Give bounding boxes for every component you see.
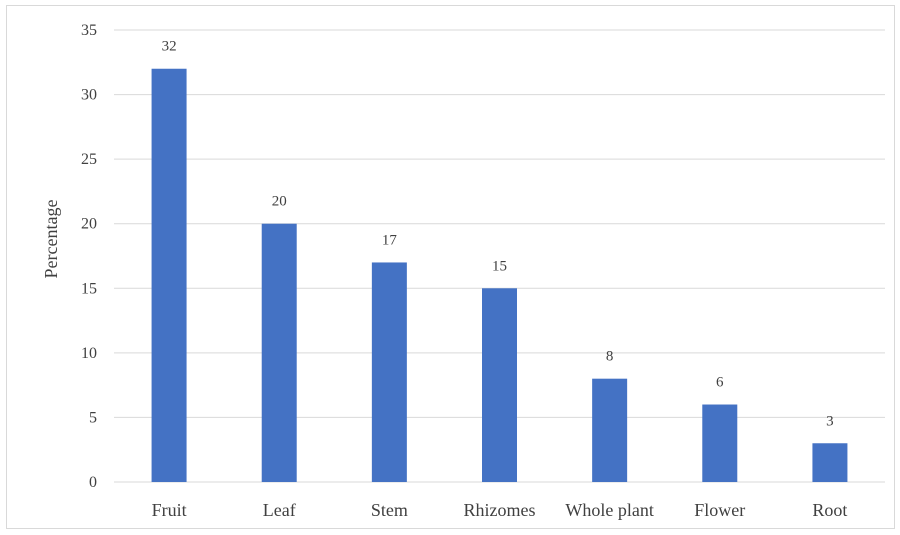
y-tick-label: 35 bbox=[81, 22, 97, 39]
bar-whole-plant bbox=[592, 378, 628, 482]
y-tick-label: 30 bbox=[81, 87, 97, 104]
y-axis-ticks: 0 5 10 15 20 25 30 35 bbox=[81, 22, 97, 491]
data-label: 32 bbox=[162, 39, 177, 55]
x-category-label: Leaf bbox=[263, 500, 296, 520]
gridlines bbox=[114, 29, 885, 483]
bar-leaf bbox=[261, 223, 297, 482]
data-label: 20 bbox=[272, 194, 287, 210]
y-tick-label: 15 bbox=[81, 280, 97, 297]
data-labels: 32 20 17 15 8 6 3 bbox=[162, 39, 834, 430]
x-category-label: Root bbox=[812, 500, 847, 520]
data-label: 6 bbox=[716, 375, 724, 391]
bar-rhizomes bbox=[482, 288, 517, 482]
x-category-label: Stem bbox=[371, 500, 408, 520]
y-tick-label: 0 bbox=[89, 474, 97, 491]
x-category-label: Whole plant bbox=[565, 500, 653, 520]
data-label: 8 bbox=[606, 349, 614, 365]
y-axis-title: Percentage bbox=[41, 200, 61, 279]
x-category-label: Rhizomes bbox=[464, 500, 536, 520]
data-label: 15 bbox=[492, 258, 507, 274]
x-axis-categories: Fruit Leaf Stem Rhizomes Whole plant Flower Ro… bbox=[152, 500, 848, 520]
y-tick-label: 10 bbox=[81, 345, 97, 362]
x-category-label: Flower bbox=[694, 500, 745, 520]
x-category-label: Fruit bbox=[152, 500, 187, 520]
data-label: 3 bbox=[826, 413, 834, 429]
y-tick-label: 20 bbox=[81, 216, 97, 233]
bar-fruit bbox=[151, 68, 187, 482]
y-tick-label: 25 bbox=[81, 151, 97, 168]
bar-root bbox=[812, 443, 848, 482]
y-tick-label: 5 bbox=[89, 409, 97, 426]
data-label: 17 bbox=[382, 232, 398, 248]
bar-flower bbox=[702, 404, 738, 482]
bars bbox=[151, 68, 848, 482]
bar-stem bbox=[371, 262, 407, 482]
